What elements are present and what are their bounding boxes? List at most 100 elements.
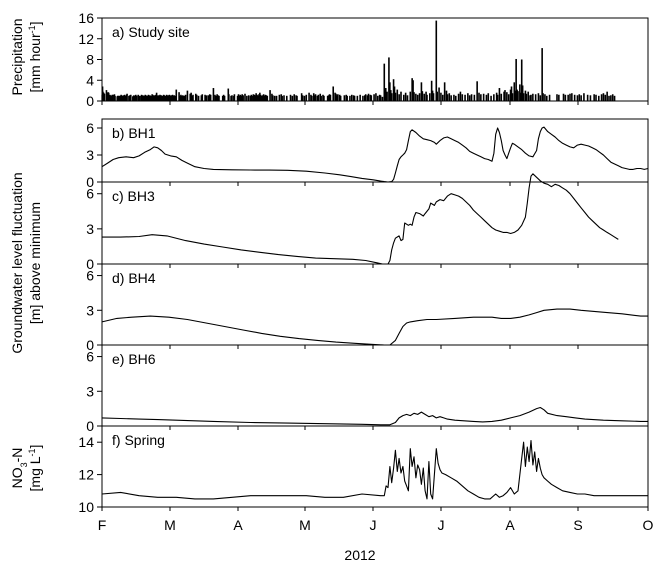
precip-bar-176 <box>293 94 296 101</box>
precip-bar-267 <box>446 94 449 101</box>
series-line-b <box>101 126 649 183</box>
precip-bar-220 <box>369 94 372 101</box>
precip-bar-210 <box>350 94 353 101</box>
ytick-label-d-2: 6 <box>86 268 94 284</box>
precip-bar-303 <box>517 91 519 101</box>
ytick-label-b-2: 6 <box>86 120 94 136</box>
precip-bar-101 <box>182 95 185 101</box>
ylabel-nitrate-sub: 3 <box>19 462 29 467</box>
precip-bar-306 <box>520 59 523 101</box>
precip-bar-244 <box>409 91 412 101</box>
precip-bar-240 <box>400 91 402 101</box>
precip-bar-252 <box>421 91 424 101</box>
precip-bar-27 <box>120 94 122 101</box>
precip-bar-61 <box>149 95 151 101</box>
ylabel-precipitation-line1: Precipitation <box>9 18 25 95</box>
ytick-label-e-0: 0 <box>86 418 94 434</box>
precip-bar-251 <box>420 82 423 101</box>
precip-bar-184 <box>310 94 312 101</box>
precip-bar-172 <box>283 95 285 101</box>
precip-bar-158 <box>261 95 264 101</box>
precip-bar-216 <box>363 95 366 101</box>
precip-bar-280 <box>476 81 478 101</box>
precip-bar-257 <box>430 80 433 101</box>
precip-bar-250 <box>418 93 421 101</box>
precip-bar-339 <box>597 95 600 101</box>
ylabel-nitrate-unit: [mg L <box>27 456 43 491</box>
precip-bar-238 <box>396 89 399 101</box>
precip-bar-272 <box>457 93 460 101</box>
ylabel-nitrate-close: ] <box>27 445 43 449</box>
precip-bar-171 <box>281 95 283 101</box>
precip-bar-231 <box>388 57 390 101</box>
xtick-label-4: J <box>370 517 377 533</box>
precip-bar-215 <box>362 95 364 101</box>
ylabel-groundwater-line2: [m] above minimum <box>27 202 43 324</box>
precip-bar-313 <box>530 94 532 101</box>
precip-bar-114 <box>204 94 206 101</box>
precip-bar-329 <box>571 93 573 101</box>
precip-bar-214 <box>359 94 361 101</box>
ytick-label-d-1: 3 <box>86 302 94 318</box>
precip-bar-327 <box>567 94 569 101</box>
precip-bar-70 <box>156 95 159 101</box>
precip-bar-205 <box>339 95 342 101</box>
precip-bar-154 <box>258 94 260 101</box>
precip-bar-255 <box>426 94 428 101</box>
panel-frame-f <box>101 425 649 508</box>
precip-bar-342 <box>604 94 607 101</box>
precip-bar-95 <box>175 89 178 101</box>
series-line-f <box>101 440 648 500</box>
precip-bar-201 <box>335 93 337 101</box>
xtick-label-3: M <box>299 517 311 533</box>
precip-bar-202 <box>336 95 338 101</box>
precip-bar-276 <box>467 93 469 101</box>
precip-bar-71 <box>157 95 160 101</box>
precip-bar-170 <box>280 94 283 101</box>
precip-bar-186 <box>312 93 315 101</box>
panel-label-b: b) BH1 <box>112 125 156 141</box>
x-axis-label: 2012 <box>344 547 375 563</box>
precip-bar-105 <box>189 93 192 101</box>
precip-bar-81 <box>164 95 167 101</box>
precip-bar-249 <box>416 94 419 101</box>
precip-bar-166 <box>272 95 274 101</box>
precip-bar-332 <box>578 94 581 101</box>
precip-bar-331 <box>576 95 579 101</box>
precip-bar-230 <box>386 91 388 101</box>
precip-bar-261 <box>436 91 439 101</box>
precip-bar-191 <box>319 93 322 101</box>
ylabel-nitrate-line2: [mg L-1] <box>27 445 43 492</box>
precip-bar-8 <box>105 90 108 101</box>
precip-bar-307 <box>521 85 524 101</box>
precip-bar-248 <box>415 93 417 101</box>
precip-bar-258 <box>431 90 434 101</box>
precip-bar-317 <box>539 95 542 101</box>
precip-bar-137 <box>238 95 241 101</box>
precip-bar-277 <box>468 95 471 101</box>
panel-b: 0 3 6 b) BH1 <box>86 118 649 190</box>
precip-bar-293 <box>504 90 506 101</box>
ylabel-nitrate-line1: NO3-N <box>9 448 29 489</box>
panel-label-e: e) BH6 <box>112 351 156 367</box>
precip-bar-323 <box>556 94 558 101</box>
precip-bar-320 <box>544 94 546 101</box>
precip-bar-206 <box>343 95 346 101</box>
ytick-label-d-0: 0 <box>86 337 94 353</box>
precip-bar-270 <box>453 94 455 101</box>
xtick-label-6: A <box>505 517 515 533</box>
precip-bar-163 <box>266 95 269 101</box>
precip-bar-304 <box>519 84 521 101</box>
panel-e: 0 3 6 e) BH6 <box>86 344 649 434</box>
ytick-label-e-2: 6 <box>86 349 94 365</box>
precip-bar-254 <box>425 91 427 101</box>
precip-bar-18 <box>112 94 114 101</box>
panel-f: 10 12 14 f) Spring <box>78 425 649 515</box>
precip-bar-65 <box>152 95 155 101</box>
precip-bar-143 <box>246 95 248 101</box>
precip-bar-282 <box>480 94 482 101</box>
precip-bar-187 <box>313 95 316 101</box>
precip-bar-200 <box>334 92 336 101</box>
panel-label-a: a) Study site <box>112 24 190 40</box>
precip-bar-300 <box>514 90 517 101</box>
